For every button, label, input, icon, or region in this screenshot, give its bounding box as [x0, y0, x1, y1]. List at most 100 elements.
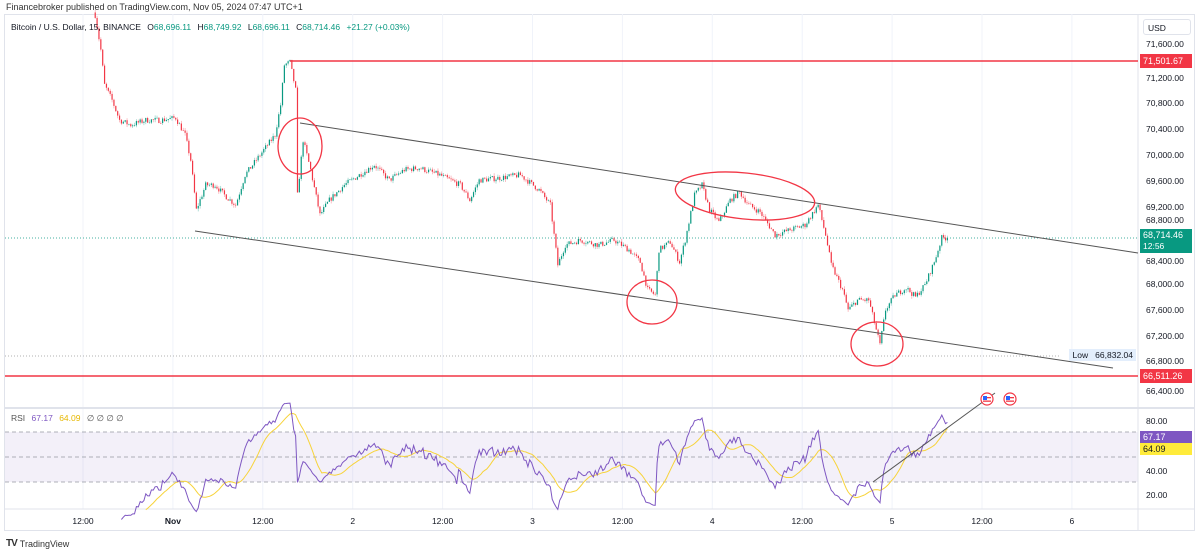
candle — [712, 209, 714, 213]
candle — [780, 235, 782, 236]
candle — [212, 183, 214, 188]
candle — [257, 155, 259, 161]
candle — [156, 117, 158, 119]
candle — [847, 302, 849, 310]
candle — [467, 192, 469, 199]
candle — [935, 257, 937, 263]
candle — [615, 240, 617, 244]
candle — [384, 173, 387, 179]
candle — [330, 197, 332, 201]
candle — [598, 243, 600, 247]
candle — [205, 182, 207, 190]
candle — [791, 230, 793, 231]
tradingview-logo[interactable]: TV TradingView — [6, 538, 70, 549]
candle — [575, 242, 578, 245]
candle — [926, 281, 928, 285]
candle — [315, 187, 317, 195]
symbol-legend: Bitcoin / U.S. Dollar, 15, BINANCE O68,6… — [11, 22, 410, 32]
candle — [261, 152, 263, 156]
us-flag-event-icon[interactable] — [980, 392, 994, 406]
candle — [293, 68, 295, 82]
candle — [714, 212, 716, 219]
candle — [137, 121, 139, 123]
candle — [141, 119, 143, 123]
candle — [562, 252, 565, 257]
candle — [369, 167, 372, 170]
candle — [186, 132, 188, 141]
candle — [632, 253, 634, 255]
candle — [448, 177, 450, 179]
candle — [351, 178, 353, 180]
tradingview-logo-icon: TV — [6, 538, 18, 549]
candle — [939, 245, 941, 251]
symbol-name[interactable]: Bitcoin / U.S. Dollar, 15, BINANCE — [11, 22, 141, 32]
candle — [735, 194, 737, 199]
candle — [182, 130, 184, 132]
candle — [916, 292, 919, 297]
price-axis-label: 68,000.00 — [1146, 279, 1184, 289]
support-price-badge: 66,511.26 — [1140, 369, 1192, 383]
candle — [529, 180, 531, 184]
rsi-ma-line — [145, 412, 948, 511]
candle — [667, 241, 669, 243]
price-axis-label: 68,800.00 — [1146, 215, 1184, 225]
candle — [338, 190, 340, 193]
candle — [126, 120, 128, 125]
candle — [154, 117, 156, 120]
high-value: 68,749.92 — [203, 22, 242, 32]
candle — [120, 119, 123, 124]
rsi-value-badge: 67.17 — [1140, 431, 1192, 443]
currency-button[interactable]: USD — [1143, 19, 1191, 35]
candle — [306, 144, 308, 154]
candle — [353, 178, 355, 180]
candle — [300, 156, 302, 179]
candle — [150, 119, 152, 123]
rsi-axis-label: 80.00 — [1146, 416, 1168, 426]
candle — [268, 139, 270, 146]
candle — [313, 180, 315, 188]
candle — [124, 120, 126, 122]
candle — [680, 254, 683, 264]
candle — [909, 287, 911, 293]
candle — [641, 262, 643, 272]
candle — [199, 199, 201, 206]
candle — [813, 212, 816, 213]
candle — [405, 167, 407, 172]
rsi-value: 67.17 — [31, 413, 53, 423]
candle — [838, 275, 840, 280]
candle — [244, 176, 246, 184]
candles — [94, 9, 948, 345]
candle — [281, 82, 284, 106]
candle — [431, 169, 433, 172]
candle — [399, 173, 402, 174]
candle — [778, 233, 780, 236]
rsi-label[interactable]: RSI — [11, 413, 26, 423]
candle — [521, 175, 523, 177]
candle — [819, 204, 821, 211]
candle — [506, 176, 508, 180]
candle — [105, 83, 108, 88]
candle — [160, 123, 162, 124]
candle — [879, 335, 881, 344]
highlight-ellipse — [674, 171, 816, 221]
candle — [875, 323, 877, 330]
candle — [266, 145, 269, 146]
candle — [180, 123, 182, 131]
candle — [510, 174, 512, 176]
candle — [218, 188, 220, 192]
candle — [285, 63, 287, 66]
candle — [523, 176, 525, 180]
candle — [471, 196, 473, 202]
candle — [547, 200, 550, 202]
candle — [409, 168, 411, 170]
us-flag-event-icon[interactable] — [1003, 392, 1017, 406]
candle — [755, 209, 757, 213]
candle — [375, 166, 377, 169]
candle — [486, 178, 488, 182]
candle — [557, 247, 559, 266]
candle — [169, 117, 171, 120]
candle — [184, 130, 186, 133]
rsi-trendline — [872, 392, 996, 483]
candle — [334, 194, 336, 197]
